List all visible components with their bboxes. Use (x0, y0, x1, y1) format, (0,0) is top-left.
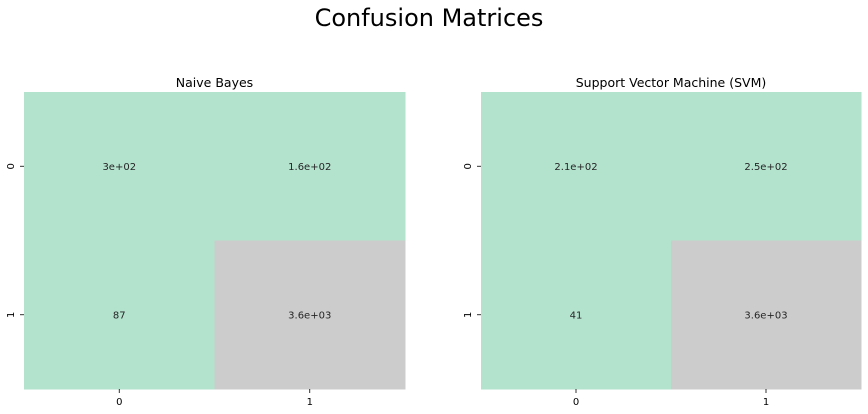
cell-value-label-0-0: 3e+02 (102, 162, 136, 173)
cell-value-label-1-1: 3.6e+03 (288, 310, 331, 321)
cell-value-label-0-0: 2.1e+02 (554, 162, 597, 173)
chart-title: Naive Bayes (176, 75, 253, 90)
cell-value-label-1-1: 3.6e+03 (744, 310, 787, 321)
chart-title: Support Vector Machine (SVM) (576, 75, 767, 90)
heatmap-cell-1-0 (24, 240, 215, 390)
heatmap-cell-0-1 (671, 92, 862, 241)
x-tick-label-0: 0 (116, 397, 122, 408)
heatmap-panel-naive-bayes: Naive Bayes 3e+02 1.6e+02 87 3.6e+03 0 1 0 1 (6, 75, 406, 408)
heatmap-cell-0-0 (481, 92, 672, 241)
y-tick-label-0: 0 (463, 163, 474, 169)
y-tick-label-1: 1 (6, 312, 17, 318)
cell-value-label-0-1: 2.5e+02 (744, 162, 787, 173)
y-tick-label-1: 1 (463, 312, 474, 318)
x-tick-label-0: 0 (573, 397, 579, 408)
figure-title: Confusion Matrices (315, 4, 544, 32)
x-tick-label-1: 1 (307, 397, 313, 408)
heatmap-cell-1-1 (214, 240, 406, 390)
x-tick-label-1: 1 (763, 397, 769, 408)
heatmap-cell-0-0 (24, 92, 215, 241)
cell-value-label-1-0: 41 (570, 310, 583, 321)
heatmap-cell-1-1 (671, 240, 862, 390)
heatmap-cell-1-0 (481, 240, 672, 390)
heatmap-cell-0-1 (214, 92, 406, 241)
y-tick-label-0: 0 (6, 163, 17, 169)
cell-value-label-1-0: 87 (113, 310, 126, 321)
cell-value-label-0-1: 1.6e+02 (288, 162, 331, 173)
heatmap-panel-svm: Support Vector Machine (SVM) 2.1e+02 2.5e+… (463, 75, 862, 408)
